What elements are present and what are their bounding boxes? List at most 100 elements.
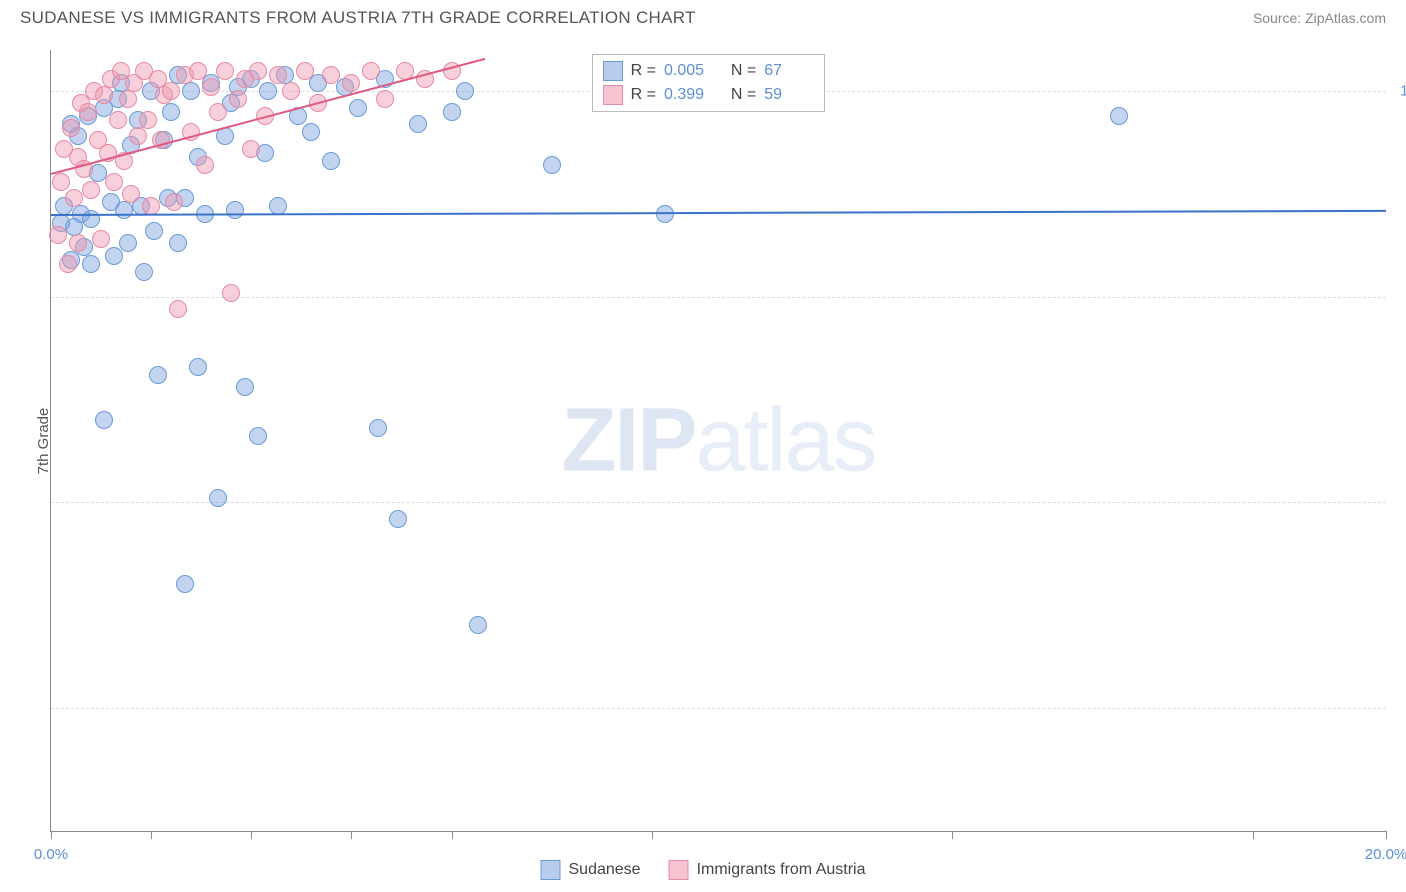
- data-point: [165, 193, 183, 211]
- data-point: [169, 234, 187, 252]
- chart-title: SUDANESE VS IMMIGRANTS FROM AUSTRIA 7TH …: [20, 8, 696, 28]
- data-point: [443, 103, 461, 121]
- legend-swatch: [541, 860, 561, 880]
- legend-item: Immigrants from Austria: [669, 860, 866, 880]
- gridline: [51, 502, 1386, 503]
- data-point: [82, 255, 100, 273]
- data-point: [209, 489, 227, 507]
- watermark: ZIPatlas: [561, 389, 875, 492]
- x-tick: [952, 831, 953, 839]
- data-point: [349, 99, 367, 117]
- data-point: [79, 103, 97, 121]
- data-point: [226, 201, 244, 219]
- data-point: [129, 127, 147, 145]
- y-tick-label: 100.0%: [1391, 83, 1406, 100]
- data-point: [456, 82, 474, 100]
- data-point: [236, 378, 254, 396]
- data-point: [69, 234, 87, 252]
- stats-n-label: N =: [722, 86, 756, 104]
- data-point: [119, 90, 137, 108]
- data-point: [229, 90, 247, 108]
- stats-r-value: 0.005: [664, 62, 714, 80]
- data-point: [169, 300, 187, 318]
- data-point: [469, 616, 487, 634]
- data-point: [189, 62, 207, 80]
- bottom-legend: Sudanese Immigrants from Austria: [541, 860, 866, 880]
- data-point: [342, 74, 360, 92]
- data-point: [49, 226, 67, 244]
- x-tick: [452, 831, 453, 839]
- data-point: [282, 82, 300, 100]
- data-point: [82, 181, 100, 199]
- data-point: [202, 78, 220, 96]
- data-point: [209, 103, 227, 121]
- y-tick-label: 90.0%: [1391, 494, 1406, 511]
- data-point: [296, 62, 314, 80]
- data-point: [122, 185, 140, 203]
- data-point: [249, 427, 267, 445]
- data-point: [92, 230, 110, 248]
- data-point: [149, 366, 167, 384]
- data-point: [376, 90, 394, 108]
- stats-row: R = 0.399 N = 59: [603, 83, 815, 107]
- stats-n-label: N =: [722, 62, 756, 80]
- data-point: [259, 82, 277, 100]
- data-point: [52, 173, 70, 191]
- y-tick-label: 85.0%: [1391, 699, 1406, 716]
- x-tick: [652, 831, 653, 839]
- data-point: [119, 234, 137, 252]
- stats-n-value: 67: [764, 62, 814, 80]
- stats-row: R = 0.005 N = 67: [603, 59, 815, 83]
- data-point: [269, 66, 287, 84]
- legend-label: Sudanese: [569, 861, 641, 879]
- stats-legend: R = 0.005 N = 67R = 0.399 N = 59: [592, 54, 826, 112]
- data-point: [189, 358, 207, 376]
- data-point: [176, 575, 194, 593]
- x-tick: [151, 831, 152, 839]
- legend-item: Sudanese: [541, 860, 641, 880]
- data-point: [302, 123, 320, 141]
- data-point: [162, 103, 180, 121]
- data-point: [142, 197, 160, 215]
- chart-container: 7th Grade ZIPatlas 85.0%90.0%95.0%100.0%…: [50, 50, 1386, 832]
- legend-swatch: [669, 860, 689, 880]
- stats-r-label: R =: [631, 86, 656, 104]
- x-tick: [351, 831, 352, 839]
- stats-r-value: 0.399: [664, 86, 714, 104]
- legend-label: Immigrants from Austria: [697, 861, 866, 879]
- data-point: [242, 140, 260, 158]
- data-point: [145, 222, 163, 240]
- x-tick: [1253, 831, 1254, 839]
- data-point: [182, 82, 200, 100]
- data-point: [369, 419, 387, 437]
- gridline: [51, 297, 1386, 298]
- legend-swatch: [603, 61, 623, 81]
- stats-r-label: R =: [631, 62, 656, 80]
- data-point: [216, 62, 234, 80]
- x-tick: [51, 831, 52, 839]
- data-point: [115, 201, 133, 219]
- y-tick-label: 95.0%: [1391, 288, 1406, 305]
- data-point: [656, 205, 674, 223]
- data-point: [196, 156, 214, 174]
- data-point: [95, 411, 113, 429]
- x-tick: [251, 831, 252, 839]
- plot-area: ZIPatlas 85.0%90.0%95.0%100.0%0.0%20.0%R…: [50, 50, 1386, 832]
- data-point: [105, 173, 123, 191]
- trend-line: [51, 210, 1386, 216]
- data-point: [362, 62, 380, 80]
- data-point: [135, 263, 153, 281]
- data-point: [139, 111, 157, 129]
- x-tick-label: 0.0%: [34, 846, 68, 863]
- data-point: [62, 119, 80, 137]
- data-point: [389, 510, 407, 528]
- data-point: [95, 86, 113, 104]
- data-point: [409, 115, 427, 133]
- stats-n-value: 59: [764, 86, 814, 104]
- source-label: Source: ZipAtlas.com: [1253, 10, 1386, 26]
- data-point: [1110, 107, 1128, 125]
- data-point: [322, 66, 340, 84]
- data-point: [82, 210, 100, 228]
- data-point: [162, 82, 180, 100]
- data-point: [65, 189, 83, 207]
